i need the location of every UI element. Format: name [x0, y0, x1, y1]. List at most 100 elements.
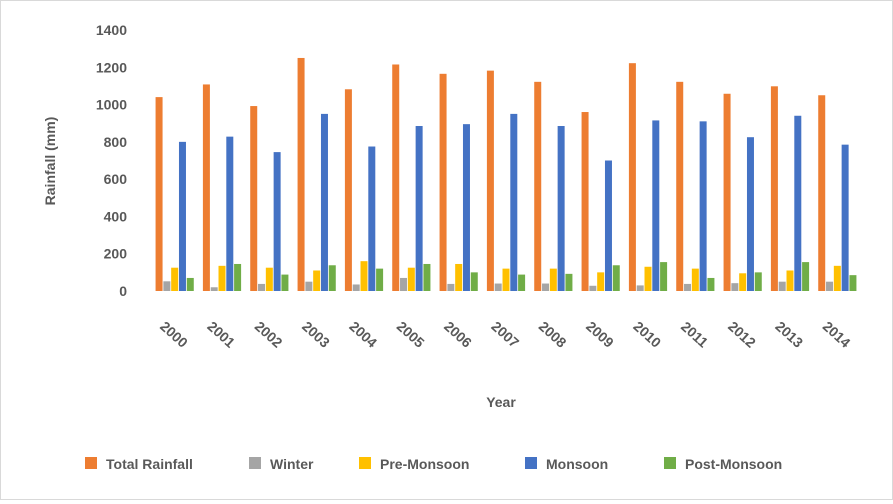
legend-label-winter: Winter [270, 456, 314, 472]
bar-winter-2010 [636, 285, 644, 291]
bar-post-monsoon-2013 [802, 262, 810, 291]
bar-pre-monsoon-2003 [313, 270, 321, 291]
bar-total-rainfall-2001 [202, 84, 210, 291]
bar-monsoon-2012 [746, 137, 754, 291]
bar-total-rainfall-2010 [628, 63, 636, 292]
bar-monsoon-2001 [226, 136, 234, 291]
bars [155, 57, 857, 292]
bar-monsoon-2011 [699, 121, 707, 291]
bar-winter-2001 [210, 287, 218, 291]
y-tick-label: 400 [104, 208, 128, 224]
bar-total-rainfall-2003 [297, 57, 305, 292]
y-tick-label: 1400 [96, 22, 127, 38]
legend: Total Rainfall Winter Pre-Monsoon Monsoon Po… [85, 456, 782, 472]
bar-winter-2007 [494, 283, 502, 291]
bar-post-monsoon-2014 [849, 275, 857, 291]
bar-winter-2005 [400, 277, 408, 291]
bar-pre-monsoon-2009 [597, 272, 605, 291]
y-tick-label: 0 [119, 283, 127, 299]
bar-post-monsoon-2001 [234, 263, 242, 291]
y-tick-label: 1200 [96, 59, 127, 75]
bar-winter-2002 [258, 283, 266, 291]
bar-post-monsoon-2005 [423, 263, 431, 291]
bar-monsoon-2000 [178, 141, 186, 291]
x-tick-label: 2001 [204, 318, 238, 351]
bar-total-rainfall-2014 [818, 95, 826, 291]
x-tick-label: 2012 [725, 318, 759, 351]
bar-winter-2009 [589, 285, 597, 291]
bar-monsoon-2002 [273, 152, 281, 291]
bar-post-monsoon-2003 [328, 265, 336, 291]
legend-label-pre-monsoon: Pre-Monsoon [380, 456, 469, 472]
bar-total-rainfall-2002 [250, 106, 258, 291]
bar-pre-monsoon-2012 [739, 273, 747, 291]
y-tick-label: 800 [104, 134, 128, 150]
bar-winter-2000 [163, 281, 171, 291]
bar-total-rainfall-2005 [392, 64, 400, 291]
x-tick-label: 2006 [441, 318, 475, 351]
bar-post-monsoon-2008 [565, 273, 573, 291]
bar-pre-monsoon-2013 [786, 270, 794, 291]
y-axis-title: Rainfall (mm) [42, 117, 58, 206]
x-tick-label: 2008 [536, 318, 570, 351]
bar-winter-2004 [352, 284, 360, 291]
x-axis-title: Year [486, 394, 516, 410]
bar-post-monsoon-2004 [376, 268, 384, 291]
bar-pre-monsoon-2005 [407, 267, 415, 291]
bar-pre-monsoon-2008 [549, 268, 557, 291]
bar-pre-monsoon-2004 [360, 261, 368, 291]
bar-monsoon-2003 [320, 113, 328, 291]
bar-winter-2014 [826, 281, 834, 291]
legend-swatch-pre-monsoon [359, 457, 371, 469]
bar-post-monsoon-2010 [660, 262, 668, 291]
y-tick-label: 200 [104, 246, 128, 262]
bar-monsoon-2005 [415, 126, 423, 291]
bar-winter-2012 [731, 283, 739, 291]
bar-monsoon-2014 [841, 144, 849, 291]
bar-monsoon-2010 [652, 120, 660, 291]
bar-post-monsoon-2007 [518, 274, 526, 291]
bar-total-rainfall-2012 [723, 93, 731, 291]
bar-post-monsoon-2000 [186, 277, 194, 291]
legend-swatch-monsoon [525, 457, 537, 469]
x-tick-label: 2004 [346, 318, 380, 351]
bar-pre-monsoon-2007 [502, 268, 510, 291]
bar-total-rainfall-2011 [676, 81, 684, 291]
x-tick-label: 2000 [157, 318, 191, 351]
x-tick-label: 2005 [394, 318, 428, 351]
bar-total-rainfall-2006 [439, 73, 447, 291]
bar-monsoon-2009 [604, 160, 612, 291]
x-tick-label: 2002 [252, 318, 286, 351]
bar-post-monsoon-2006 [470, 272, 478, 291]
legend-label-post-monsoon: Post-Monsoon [685, 456, 782, 472]
bar-post-monsoon-2011 [707, 277, 715, 291]
bar-total-rainfall-2013 [770, 86, 778, 291]
y-tick-label: 600 [104, 171, 128, 187]
bar-total-rainfall-2004 [344, 89, 352, 291]
y-axis-ticks: 0 200 400 600 800 1000 1200 1400 [96, 22, 127, 299]
bar-total-rainfall-2000 [155, 97, 163, 291]
bar-pre-monsoon-2001 [218, 265, 226, 291]
bar-post-monsoon-2002 [281, 274, 289, 291]
bar-pre-monsoon-2014 [833, 265, 841, 291]
y-tick-label: 1000 [96, 97, 127, 113]
bar-winter-2006 [447, 283, 455, 291]
bar-monsoon-2008 [557, 126, 565, 291]
bar-pre-monsoon-2006 [455, 263, 463, 291]
x-tick-label: 2010 [630, 318, 664, 351]
bar-pre-monsoon-2002 [265, 267, 273, 291]
bar-monsoon-2013 [794, 115, 802, 291]
bar-winter-2013 [778, 281, 786, 291]
x-tick-label: 2009 [583, 318, 617, 351]
bar-winter-2003 [305, 281, 313, 291]
x-tick-label: 2003 [299, 318, 333, 351]
x-tick-label: 2007 [488, 318, 522, 351]
bar-pre-monsoon-2010 [644, 266, 652, 291]
bar-total-rainfall-2009 [581, 112, 589, 291]
bar-winter-2011 [684, 283, 692, 291]
bar-winter-2008 [542, 283, 550, 291]
bar-post-monsoon-2012 [754, 272, 762, 291]
bar-pre-monsoon-2000 [171, 267, 179, 291]
